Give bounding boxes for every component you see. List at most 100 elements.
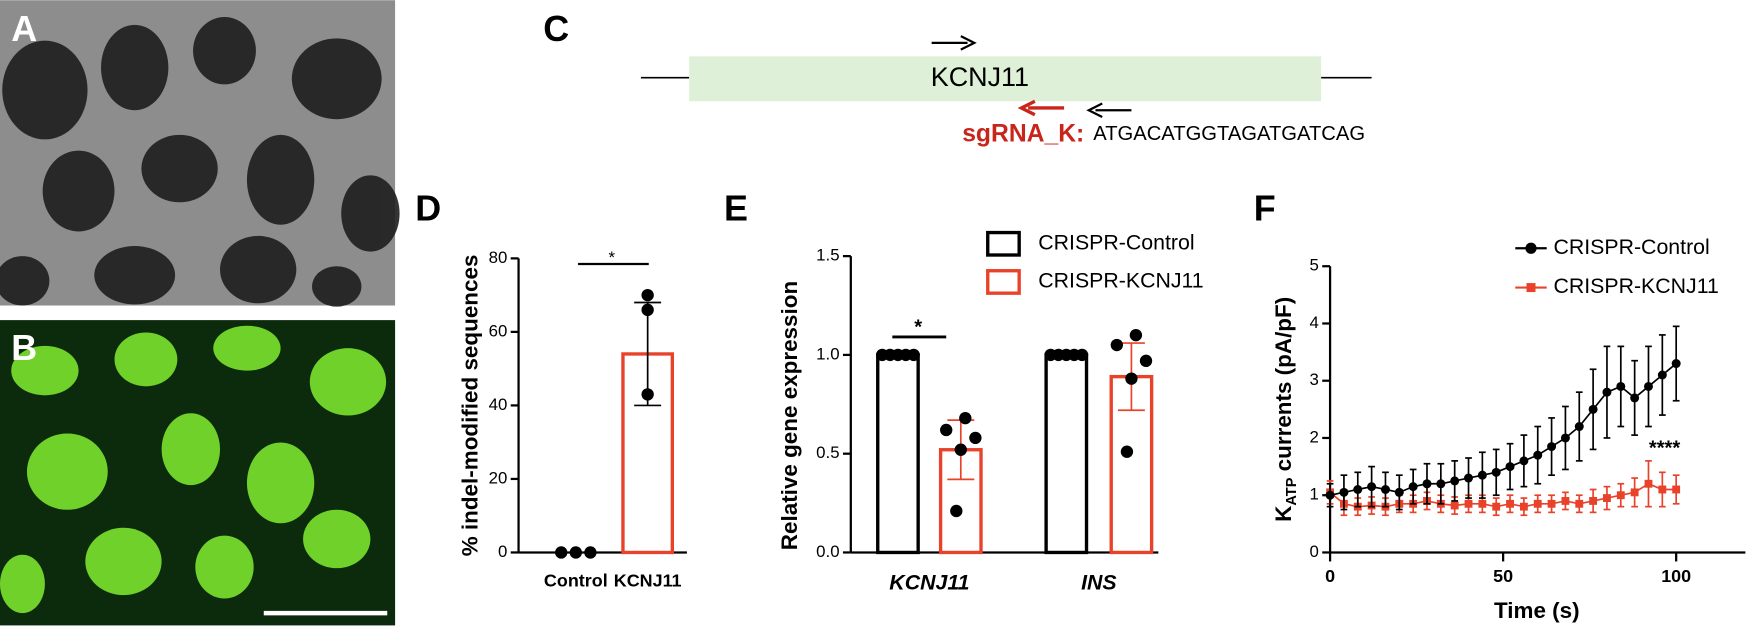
data-point — [1408, 482, 1418, 492]
y-tick-label: 1 — [1310, 485, 1319, 504]
gene-diagram — [640, 35, 1372, 118]
data-point — [950, 504, 963, 518]
legend-label: CRISPR-Control — [1553, 235, 1709, 259]
data-point — [1436, 479, 1446, 489]
data-point — [1120, 445, 1134, 458]
data-point — [907, 348, 920, 362]
y-axis-title: Relative gene expression — [777, 281, 802, 550]
y-tick-label: 2 — [1310, 427, 1319, 446]
y-tick-label: 0 — [1310, 542, 1319, 561]
data-point — [1575, 499, 1584, 508]
y-tick-label: 0.5 — [816, 443, 839, 462]
legend-label: CRISPR-KCNJ11 — [1038, 269, 1203, 293]
y-tick-label: 80 — [489, 248, 508, 267]
data-point — [555, 546, 568, 559]
data-point — [1125, 372, 1138, 385]
data-point — [1561, 497, 1570, 505]
data-point — [1450, 476, 1460, 486]
data-point — [1547, 499, 1556, 508]
y-axis-title-part: ATP — [1284, 477, 1300, 505]
data-point — [1588, 404, 1598, 414]
y-axis-title-part: K — [1271, 506, 1296, 522]
data-point — [1657, 370, 1667, 380]
y-axis-title-part: currents (pA/pF) — [1271, 297, 1296, 478]
x-tick-label: 100 — [1661, 566, 1691, 586]
data-point — [1533, 499, 1542, 508]
bar — [1044, 353, 1089, 555]
data-point — [1519, 456, 1529, 466]
x-tick-label: 50 — [1493, 566, 1513, 586]
gene-name: KCNJ11 — [931, 62, 1029, 92]
data-point — [1602, 387, 1612, 397]
x-axis-title: Time (s) — [1494, 598, 1580, 623]
data-point — [954, 443, 967, 456]
legend-swatch — [986, 269, 1021, 295]
data-point — [1339, 487, 1349, 497]
legend-marker — [1525, 242, 1537, 254]
data-point — [584, 546, 597, 559]
y-tick-label: 0.0 — [816, 542, 839, 561]
panel-label: C — [543, 8, 569, 49]
data-point — [641, 288, 654, 302]
data-point — [1560, 433, 1570, 443]
data-point — [1394, 487, 1404, 497]
y-tick-label: 4 — [1310, 313, 1319, 332]
data-point — [1533, 450, 1543, 460]
data-point — [969, 431, 982, 445]
data-point — [1464, 499, 1473, 508]
panel-b-image — [0, 320, 396, 626]
y-tick-label: 60 — [489, 321, 508, 340]
significance: **** — [1649, 438, 1681, 460]
data-point — [641, 388, 654, 401]
data-point — [1450, 501, 1459, 510]
y-axis-title: KATP currents (pA/pF) — [1271, 297, 1300, 522]
y-tick-label: 20 — [489, 468, 508, 487]
data-point — [940, 423, 953, 437]
data-point — [1367, 482, 1377, 492]
y-tick-label: 1.5 — [816, 246, 839, 265]
data-point — [569, 546, 582, 559]
data-point — [1110, 338, 1123, 352]
data-point — [1139, 354, 1153, 368]
data-point — [1644, 479, 1653, 488]
legend-label: CRISPR-Control — [1038, 230, 1194, 254]
data-point — [1547, 442, 1557, 452]
data-point — [1658, 485, 1667, 494]
data-point — [1492, 502, 1501, 511]
x-tick-label: Control — [544, 570, 608, 590]
x-tick-label: KCNJ11 — [889, 571, 969, 595]
data-point — [1464, 473, 1474, 483]
data-point — [1672, 485, 1681, 494]
y-tick-label: 3 — [1310, 370, 1319, 389]
y-tick-label: 40 — [489, 395, 508, 414]
y-axis-title: % indel-modified sequences — [457, 255, 482, 557]
x-tick-label: KCNJ11 — [614, 570, 682, 590]
data-point — [1380, 484, 1390, 494]
x-tick-label: 0 — [1325, 566, 1335, 586]
data-point — [1422, 479, 1432, 489]
data-point — [1491, 467, 1501, 477]
panel-label: D — [415, 188, 441, 229]
y-tick-label: 1.0 — [816, 344, 839, 363]
y-tick-label: 0 — [498, 542, 507, 561]
guide-sequence: ATGACATGGTAGATGATCAG — [1093, 123, 1365, 145]
data-point — [1616, 491, 1625, 500]
series-line — [1329, 362, 1677, 497]
y-tick-label: 5 — [1310, 256, 1319, 275]
panel-label: B — [11, 327, 37, 368]
data-point — [1075, 348, 1089, 362]
data-point — [641, 303, 654, 317]
data-point — [1506, 499, 1514, 508]
legend-marker — [1526, 283, 1536, 293]
legend-label: CRISPR-KCNJ11 — [1553, 274, 1718, 298]
data-point — [1589, 497, 1598, 505]
data-point — [1616, 381, 1626, 391]
panel-label: E — [724, 188, 748, 229]
data-point — [1477, 470, 1487, 480]
significance: * — [608, 248, 615, 267]
panel-label: A — [11, 8, 37, 49]
data-point — [1643, 381, 1653, 391]
data-point — [1603, 494, 1611, 503]
data-point — [1129, 328, 1143, 342]
